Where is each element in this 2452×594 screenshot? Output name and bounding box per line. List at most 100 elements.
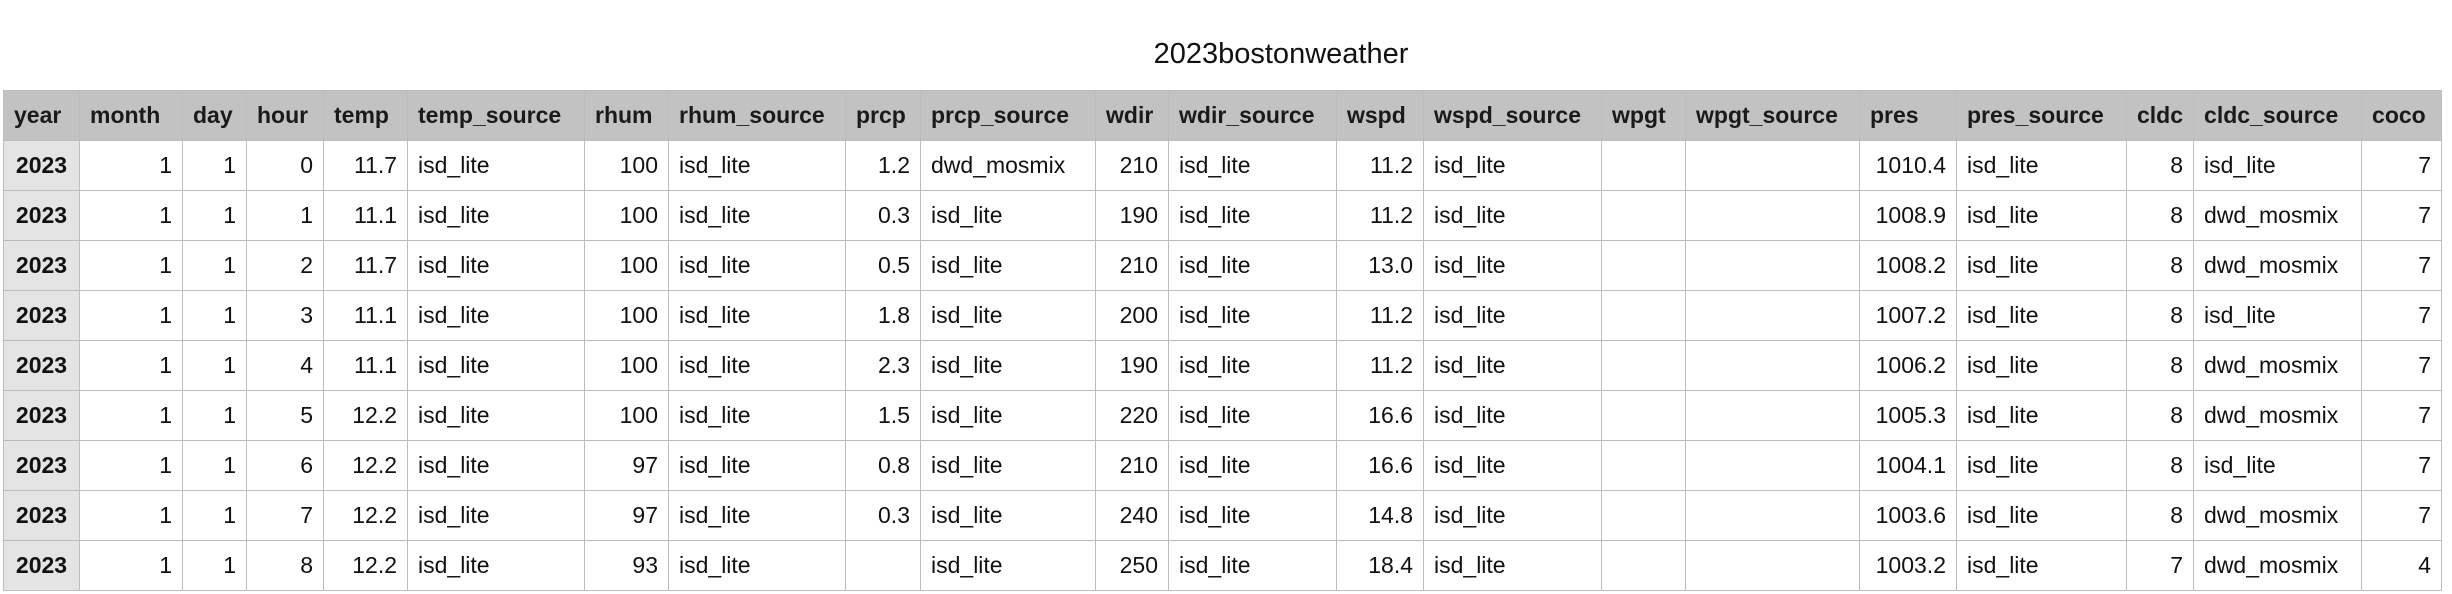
cell-month[interactable]: 1: [79, 240, 183, 291]
cell-temp-source[interactable]: isd_lite: [407, 490, 585, 541]
cell-pres-source[interactable]: isd_lite: [1956, 540, 2127, 591]
cell-wpgt[interactable]: [1601, 390, 1686, 441]
cell-prcp-source[interactable]: isd_lite: [920, 540, 1096, 591]
cell-day[interactable]: 1: [182, 140, 247, 191]
cell-pres-source[interactable]: isd_lite: [1956, 140, 2127, 191]
cell-wpgt-source[interactable]: [1685, 490, 1860, 541]
cell-wdir-source[interactable]: isd_lite: [1168, 340, 1337, 391]
cell-rhum[interactable]: 93: [584, 540, 669, 591]
cell-temp[interactable]: 11.7: [323, 140, 408, 191]
cell-rhum-source[interactable]: isd_lite: [668, 240, 846, 291]
column-header-day[interactable]: day: [182, 90, 247, 141]
cell-wdir-source[interactable]: isd_lite: [1168, 440, 1337, 491]
cell-wspd[interactable]: 14.8: [1336, 490, 1424, 541]
cell-year[interactable]: 2023: [3, 540, 80, 591]
column-header-temp[interactable]: temp: [323, 90, 408, 141]
cell-wdir[interactable]: 220: [1095, 390, 1169, 441]
cell-pres[interactable]: 1003.6: [1859, 490, 1957, 541]
cell-wpgt[interactable]: [1601, 440, 1686, 491]
cell-month[interactable]: 1: [79, 440, 183, 491]
column-header-wspd[interactable]: wspd: [1336, 90, 1424, 141]
cell-hour[interactable]: 0: [246, 140, 324, 191]
cell-rhum-source[interactable]: isd_lite: [668, 340, 846, 391]
cell-prcp-source[interactable]: isd_lite: [920, 290, 1096, 341]
cell-wpgt-source[interactable]: [1685, 190, 1860, 241]
cell-month[interactable]: 1: [79, 140, 183, 191]
cell-coco[interactable]: 7: [2361, 440, 2443, 491]
cell-prcp[interactable]: 1.2: [845, 140, 921, 191]
column-header-pres[interactable]: pres: [1859, 90, 1957, 141]
cell-wspd[interactable]: 11.2: [1336, 340, 1424, 391]
cell-rhum-source[interactable]: isd_lite: [668, 440, 846, 491]
cell-wspd-source[interactable]: isd_lite: [1423, 540, 1602, 591]
cell-wpgt[interactable]: [1601, 340, 1686, 391]
cell-rhum-source[interactable]: isd_lite: [668, 540, 846, 591]
cell-year[interactable]: 2023: [3, 490, 80, 541]
column-header-coco[interactable]: coco: [2361, 90, 2443, 141]
cell-coco[interactable]: 7: [2361, 240, 2443, 291]
column-header-pres-source[interactable]: pres_source: [1956, 90, 2127, 141]
cell-rhum-source[interactable]: isd_lite: [668, 140, 846, 191]
cell-wspd-source[interactable]: isd_lite: [1423, 140, 1602, 191]
cell-cldc-source[interactable]: dwd_mosmix: [2193, 490, 2363, 541]
cell-cldc[interactable]: 8: [2125, 190, 2195, 241]
cell-rhum-source[interactable]: isd_lite: [668, 190, 846, 241]
cell-temp[interactable]: 12.2: [323, 390, 408, 441]
cell-prcp[interactable]: 0.3: [845, 190, 921, 241]
cell-pres-source[interactable]: isd_lite: [1956, 340, 2127, 391]
cell-cldc-source[interactable]: dwd_mosmix: [2193, 540, 2363, 591]
cell-coco[interactable]: 4: [2361, 540, 2443, 591]
cell-wspd-source[interactable]: isd_lite: [1423, 390, 1602, 441]
cell-hour[interactable]: 8: [246, 540, 324, 591]
cell-wdir[interactable]: 250: [1095, 540, 1169, 591]
cell-wspd-source[interactable]: isd_lite: [1423, 440, 1602, 491]
cell-rhum[interactable]: 97: [584, 440, 669, 491]
cell-pres-source[interactable]: isd_lite: [1956, 440, 2127, 491]
cell-prcp-source[interactable]: isd_lite: [920, 340, 1096, 391]
cell-wdir[interactable]: 210: [1095, 440, 1169, 491]
cell-wpgt[interactable]: [1601, 540, 1686, 591]
column-header-temp-source[interactable]: temp_source: [407, 90, 585, 141]
cell-prcp-source[interactable]: isd_lite: [920, 440, 1096, 491]
cell-year[interactable]: 2023: [3, 140, 80, 191]
cell-pres[interactable]: 1008.2: [1859, 240, 1957, 291]
cell-prcp-source[interactable]: dwd_mosmix: [920, 140, 1096, 191]
cell-coco[interactable]: 7: [2361, 340, 2443, 391]
cell-wdir[interactable]: 210: [1095, 140, 1169, 191]
cell-prcp[interactable]: 0.8: [845, 440, 921, 491]
cell-year[interactable]: 2023: [3, 190, 80, 241]
cell-temp[interactable]: 12.2: [323, 540, 408, 591]
cell-day[interactable]: 1: [182, 490, 247, 541]
column-header-month[interactable]: month: [79, 90, 183, 141]
cell-month[interactable]: 1: [79, 490, 183, 541]
cell-wspd-source[interactable]: isd_lite: [1423, 340, 1602, 391]
cell-pres[interactable]: 1003.2: [1859, 540, 1957, 591]
cell-wdir-source[interactable]: isd_lite: [1168, 290, 1337, 341]
cell-rhum[interactable]: 100: [584, 240, 669, 291]
cell-pres[interactable]: 1007.2: [1859, 290, 1957, 341]
cell-cldc-source[interactable]: dwd_mosmix: [2193, 190, 2363, 241]
cell-cldc[interactable]: 8: [2125, 240, 2195, 291]
cell-prcp-source[interactable]: isd_lite: [920, 390, 1096, 441]
cell-wdir-source[interactable]: isd_lite: [1168, 190, 1337, 241]
cell-day[interactable]: 1: [182, 340, 247, 391]
cell-temp[interactable]: 12.2: [323, 490, 408, 541]
cell-day[interactable]: 1: [182, 290, 247, 341]
cell-rhum-source[interactable]: isd_lite: [668, 290, 846, 341]
cell-wspd[interactable]: 13.0: [1336, 240, 1424, 291]
cell-wpgt[interactable]: [1601, 490, 1686, 541]
cell-wspd[interactable]: 18.4: [1336, 540, 1424, 591]
cell-prcp[interactable]: 1.5: [845, 390, 921, 441]
cell-cldc-source[interactable]: isd_lite: [2193, 140, 2363, 191]
cell-wdir-source[interactable]: isd_lite: [1168, 240, 1337, 291]
cell-prcp-source[interactable]: isd_lite: [920, 240, 1096, 291]
column-header-wpgt[interactable]: wpgt: [1601, 90, 1686, 141]
cell-cldc[interactable]: 8: [2125, 490, 2195, 541]
cell-wpgt[interactable]: [1601, 290, 1686, 341]
cell-pres-source[interactable]: isd_lite: [1956, 390, 2127, 441]
cell-wdir-source[interactable]: isd_lite: [1168, 390, 1337, 441]
cell-wdir-source[interactable]: isd_lite: [1168, 140, 1337, 191]
cell-day[interactable]: 1: [182, 440, 247, 491]
cell-coco[interactable]: 7: [2361, 190, 2443, 241]
cell-cldc[interactable]: 8: [2125, 440, 2195, 491]
